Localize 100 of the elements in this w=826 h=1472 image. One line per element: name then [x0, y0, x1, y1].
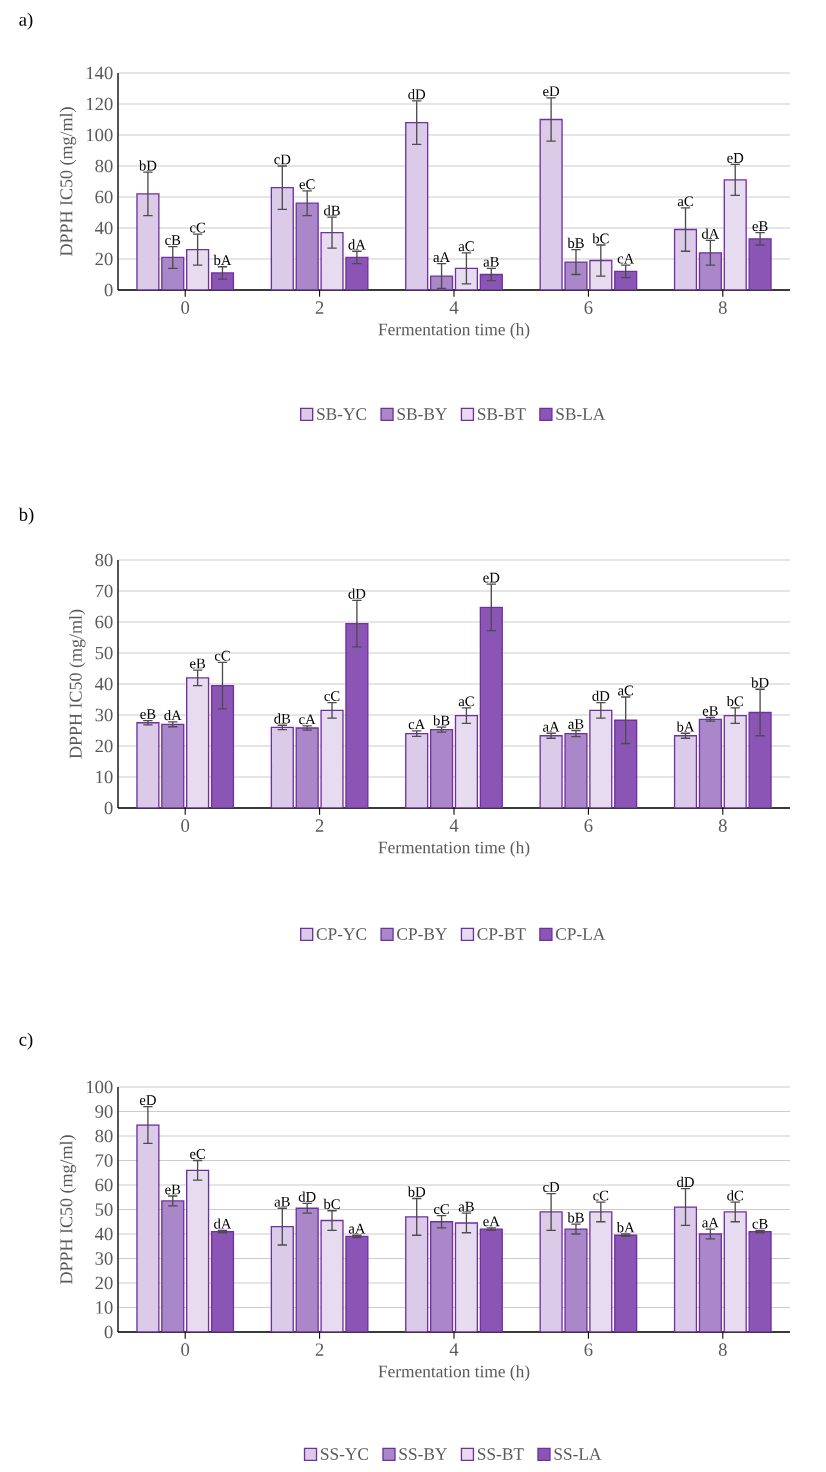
- data-label: cA: [617, 253, 635, 264]
- data-label: cD: [543, 1182, 560, 1192]
- bar: [270, 187, 294, 290]
- y-axis-title: DPPH IC50 (mg/ml): [59, 107, 77, 256]
- x-tick-label: 2: [315, 819, 324, 832]
- y-tick-label: 100: [86, 1080, 113, 1094]
- bar: [405, 121, 429, 290]
- x-axis-title: Fermentation time (h): [378, 323, 530, 339]
- y-tick-label: 50: [95, 646, 113, 660]
- data-label: dB: [274, 713, 291, 724]
- bar: [136, 1124, 160, 1332]
- legend-label: SB-BY: [397, 408, 448, 420]
- data-label: bB: [567, 237, 584, 249]
- data-label: cC: [593, 1190, 609, 1201]
- bar: [186, 249, 210, 290]
- bar: [270, 1225, 294, 1332]
- data-label: aB: [458, 1201, 474, 1212]
- y-tick-label: 80: [95, 553, 113, 567]
- y-tick-label: 10: [96, 770, 113, 784]
- bar: [210, 684, 235, 808]
- bar: [698, 1233, 722, 1332]
- y-tick-label: 0: [104, 283, 113, 297]
- y-tick-label: 20: [95, 252, 113, 266]
- bar: [186, 677, 210, 808]
- x-tick-label: 8: [718, 301, 727, 314]
- y-tick-label: 30: [95, 708, 113, 722]
- bar: [270, 726, 294, 808]
- data-label: dA: [214, 1218, 232, 1229]
- data-label: eB: [140, 709, 156, 719]
- data-label: cC: [324, 691, 340, 701]
- bar: [429, 728, 454, 808]
- y-tick-label: 0: [104, 1325, 113, 1339]
- bar: [673, 228, 698, 290]
- data-label: aB: [483, 256, 499, 267]
- bar: [186, 1169, 210, 1332]
- y-axis-title: DPPH IC50 (mg/ml): [59, 1135, 77, 1284]
- bar: [405, 732, 429, 808]
- y-tick-label: 80: [95, 1129, 113, 1143]
- data-label: aA: [543, 721, 560, 732]
- data-label: aB: [568, 719, 584, 729]
- legend-label: CP-BT: [477, 928, 526, 940]
- bar: [614, 719, 638, 808]
- data-label: bD: [407, 1186, 426, 1197]
- y-tick-label: 10: [96, 1301, 113, 1314]
- x-tick-label: 8: [718, 819, 727, 832]
- data-label: cB: [165, 235, 181, 245]
- legend-label: SB-YC: [317, 408, 367, 420]
- data-label: aC: [458, 241, 474, 252]
- bar: [723, 714, 747, 808]
- x-tick-label: 4: [449, 301, 459, 314]
- data-label: dD: [348, 588, 366, 599]
- bar: [698, 252, 722, 290]
- legend-label: CP-YC: [316, 928, 367, 940]
- y-tick-label: 40: [94, 677, 113, 691]
- data-label: bD: [751, 677, 769, 688]
- data-label: eC: [190, 1149, 205, 1159]
- data-label: bB: [433, 715, 450, 726]
- data-label: eD: [139, 1095, 156, 1105]
- data-label: eD: [483, 572, 500, 583]
- y-tick-label: 60: [95, 1178, 113, 1192]
- data-label: aC: [458, 696, 474, 707]
- x-axis-title: Fermentation time (h): [378, 841, 530, 857]
- x-axis-title: Fermentation time (h): [378, 1365, 530, 1381]
- x-tick-label: 4: [449, 819, 459, 832]
- x-tick-label: 6: [584, 301, 593, 314]
- bar: [673, 735, 698, 808]
- x-tick-label: 0: [181, 819, 190, 832]
- bar: [723, 1211, 747, 1332]
- bar: [295, 1207, 319, 1332]
- legend-label: SS-YC: [321, 1448, 369, 1460]
- bar: [698, 718, 722, 808]
- data-label: dD: [298, 1191, 316, 1202]
- data-label: aA: [702, 1217, 719, 1228]
- bar: [429, 1221, 454, 1332]
- data-label: eB: [165, 1184, 181, 1195]
- data-label: bC: [592, 233, 609, 244]
- data-label: dD: [408, 88, 426, 100]
- data-label: cD: [274, 154, 291, 165]
- data-label: cC: [433, 1204, 449, 1215]
- x-tick-label: 0: [181, 301, 190, 314]
- bar: [479, 1228, 503, 1332]
- bar: [673, 1206, 698, 1332]
- bar: [161, 723, 185, 808]
- bar: [454, 1222, 479, 1332]
- x-tick-label: 4: [449, 1343, 459, 1356]
- data-label: cB: [752, 1218, 768, 1229]
- data-label: cA: [299, 714, 316, 725]
- data-label: bA: [213, 254, 232, 266]
- data-label: aA: [348, 1223, 366, 1234]
- bar: [723, 179, 747, 290]
- x-tick-label: 6: [584, 1343, 593, 1356]
- data-label: dD: [677, 1176, 694, 1188]
- y-tick-label: 140: [86, 66, 113, 80]
- bar: [614, 1234, 638, 1332]
- data-label: eB: [752, 221, 768, 232]
- chart-title: c): [19, 1032, 33, 1050]
- x-tick-label: 2: [315, 1343, 324, 1356]
- y-tick-label: 70: [95, 584, 113, 598]
- data-label: eB: [190, 658, 206, 669]
- data-label: aB: [274, 1196, 290, 1207]
